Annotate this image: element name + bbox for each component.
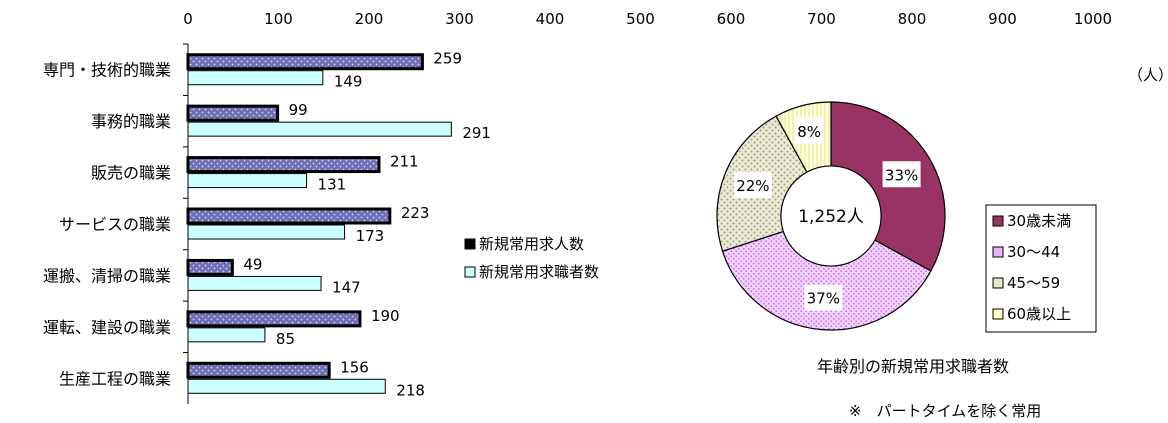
pie-slice-labels: 33% 37% 22% 8% (733, 117, 921, 311)
legend-swatch (464, 238, 476, 250)
category-label: 運転、建設の職業 (43, 318, 171, 337)
category-label: 事務的職業 (91, 112, 171, 131)
pie-center-label: 1,252人 (798, 207, 864, 227)
bar-chart: 0 100 200 300 400 500 600 700 800 900 1000 専門・技術的職… (43, 10, 1168, 404)
bar-value-label: 190 (371, 307, 400, 325)
pie-slice-label: 33% (885, 166, 918, 184)
x-tick-label: 100 (264, 10, 293, 28)
pie-label-box (795, 117, 824, 144)
x-tick-label: 600 (717, 10, 746, 28)
pie-legend-swatch (992, 277, 1004, 289)
x-tick-label: 700 (807, 10, 836, 28)
bar-value-label: 218 (396, 381, 425, 399)
pie-legend-label: 30～44 (1007, 243, 1060, 261)
pie-label-box (804, 284, 843, 311)
bar-job-openings (186, 258, 234, 276)
bar-job-seekers (187, 275, 322, 291)
pie-slice-label: 37% (807, 290, 840, 308)
bar-job-openings (186, 104, 280, 122)
bar-job-seekers (187, 224, 346, 240)
pie-legend-label: 30歳未満 (1007, 212, 1071, 230)
pie-note: ※ パートタイムを除く常用 (849, 402, 1041, 420)
bar-job-seekers (187, 327, 266, 343)
x-tick-label: 300 (445, 10, 474, 28)
pie-legend-label: 60歳以上 (1007, 305, 1071, 323)
x-axis: 0 100 200 300 400 500 600 700 800 900 1000 (183, 10, 1112, 404)
bar-job-openings (186, 53, 424, 71)
bar-job-openings (186, 310, 362, 328)
bar-value-label: 223 (401, 204, 430, 222)
bar-value-label: 147 (332, 278, 361, 296)
bar-job-seekers (187, 70, 324, 86)
x-tick-label: 900 (988, 10, 1017, 28)
pie-label-box (882, 161, 921, 188)
pie-slice-label: 8% (797, 123, 821, 141)
unit-label: （人） (1128, 66, 1168, 84)
category-label: サービスの職業 (59, 215, 171, 234)
bar-job-openings (186, 156, 381, 174)
bar-value-label: 173 (356, 227, 385, 245)
bar-value-label: 211 (390, 153, 419, 171)
bar-value-label: 156 (340, 358, 369, 376)
pie-legend-label: 45～59 (1007, 274, 1060, 292)
x-tick-label: 800 (898, 10, 927, 28)
legend-swatch (464, 266, 476, 278)
category-label: 販売の職業 (91, 164, 171, 183)
category-labels: 専門・技術的職業事務的職業販売の職業サービスの職業運搬、清掃の職業運転、建設の職… (43, 43, 188, 388)
bar-value-label: 259 (433, 50, 462, 68)
category-label: 生産工程の職業 (59, 369, 171, 388)
pie-title: 年齢別の新規常用求職者数 (817, 357, 1009, 376)
bar-value-label: 85 (276, 330, 295, 348)
legend-label: 新規常用求職者数 (479, 263, 599, 281)
bars (186, 53, 452, 394)
bar-value-label: 291 (462, 124, 491, 142)
x-tick-label: 400 (536, 10, 565, 28)
bar-value-label: 131 (318, 176, 347, 194)
pie-legend-swatch (992, 246, 1004, 258)
bar-job-seekers (187, 121, 452, 137)
pie-legend-swatch (992, 308, 1004, 320)
pie-slice-label: 22% (736, 177, 769, 195)
bar-job-openings (186, 207, 392, 225)
bar-job-seekers (187, 173, 308, 189)
bar-value-label: 149 (334, 73, 363, 91)
bar-job-openings (186, 361, 331, 379)
bar-value-labels: 259 149 99 291 211 131 223 173 49 147 190 85 156 218 (243, 50, 491, 400)
bar-value-label: 99 (289, 101, 308, 119)
category-label: 専門・技術的職業 (43, 61, 171, 80)
bar-value-label: 49 (243, 255, 262, 273)
pie-label-box (733, 172, 772, 199)
category-label: 運搬、清掃の職業 (43, 266, 171, 285)
pie-legend: 30歳未満 30～44 45～59 60歳以上 (985, 204, 1097, 333)
pie-center-hole (780, 165, 882, 267)
x-tick-label: 0 (183, 10, 193, 28)
x-tick-label: 500 (626, 10, 655, 28)
pie-legend-box (985, 204, 1097, 333)
bar-job-seekers (187, 378, 386, 394)
x-tick-label: 200 (355, 10, 384, 28)
pie-chart: 1,252人 33%37%22%8% 30歳未満30～4445～5960歳以上 … (716, 101, 1097, 420)
legend-label: 新規常用求人数 (479, 235, 584, 253)
x-tick-label: 1000 (1074, 10, 1112, 28)
pie-slices (716, 101, 946, 331)
pie-legend-swatch (992, 215, 1004, 227)
